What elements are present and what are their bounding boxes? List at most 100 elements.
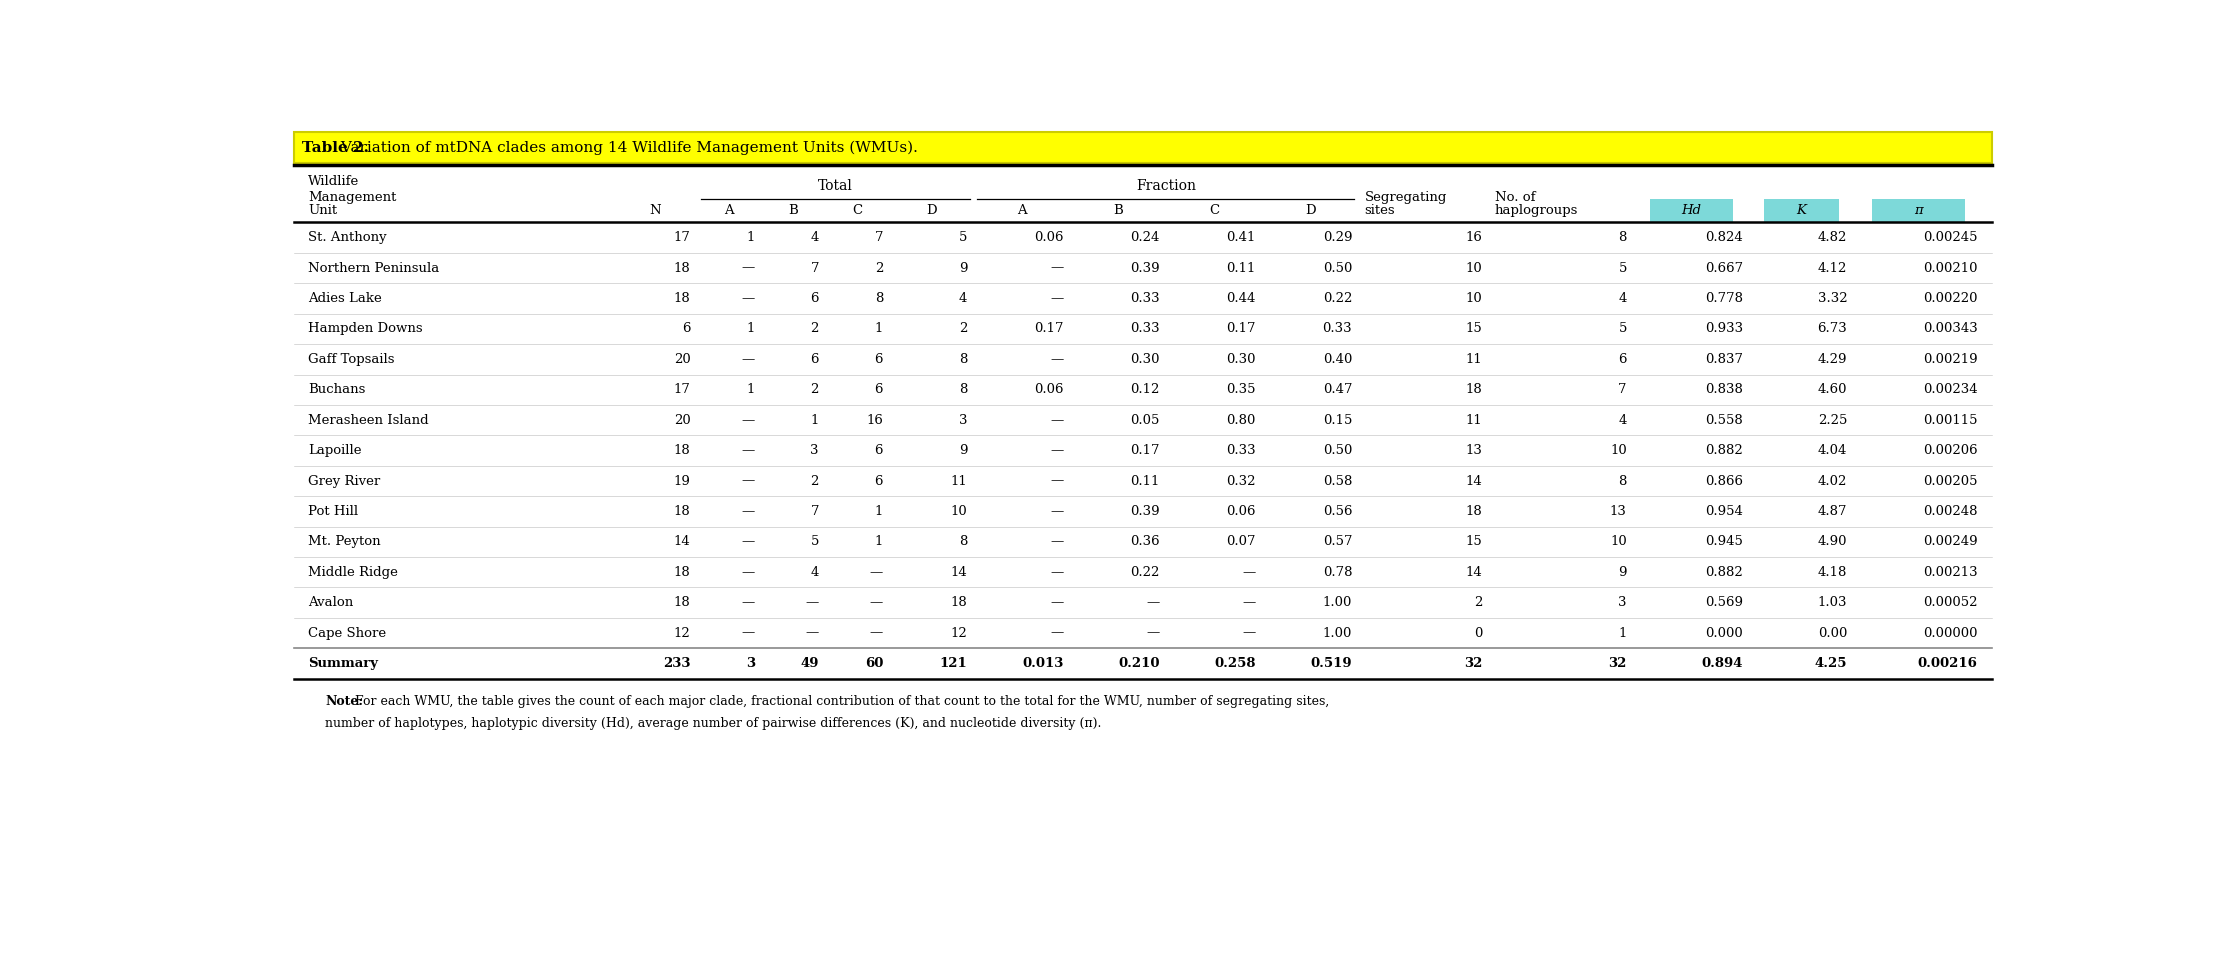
Text: 3.32: 3.32 [1817,292,1846,305]
Text: 2: 2 [874,261,883,275]
Text: —: — [1050,627,1064,640]
Text: 0.838: 0.838 [1706,383,1744,396]
Text: —: — [743,535,754,548]
Text: Unit: Unit [308,205,337,217]
Text: —: — [743,444,754,457]
Text: 15: 15 [1465,535,1483,548]
Text: 0.894: 0.894 [1701,657,1744,670]
Text: 5: 5 [809,535,818,548]
Text: 1: 1 [809,413,818,427]
Text: 4: 4 [1619,292,1626,305]
Text: —: — [1242,566,1255,579]
Text: 0.667: 0.667 [1706,261,1744,275]
Text: Lapoille: Lapoille [308,444,361,457]
Text: 11: 11 [1465,353,1483,366]
Text: —: — [1050,505,1064,518]
Text: Merasheen Island: Merasheen Island [308,413,428,427]
Text: A: A [725,205,734,217]
Text: —: — [1050,292,1064,305]
Text: 0.29: 0.29 [1322,231,1351,244]
Text: sites: sites [1365,205,1396,217]
Text: 0.00245: 0.00245 [1922,231,1978,244]
Text: 1.00: 1.00 [1322,627,1351,640]
FancyBboxPatch shape [1764,199,1838,223]
Text: 7: 7 [809,505,818,518]
Text: 11: 11 [950,475,968,488]
Text: 4: 4 [809,231,818,244]
Text: 0.000: 0.000 [1706,627,1744,640]
Text: Table 2.: Table 2. [301,140,368,155]
Text: 0.00052: 0.00052 [1922,596,1978,609]
Text: 8: 8 [959,353,968,366]
Text: 6: 6 [874,383,883,396]
Text: 0.07: 0.07 [1226,535,1255,548]
Text: 0.933: 0.933 [1706,323,1744,335]
Text: 6: 6 [874,353,883,366]
Text: 0.11: 0.11 [1131,475,1160,488]
Text: Cape Shore: Cape Shore [308,627,386,640]
Text: —: — [1242,596,1255,609]
Text: Grey River: Grey River [308,475,381,488]
Text: 0.013: 0.013 [1021,657,1064,670]
Text: 9: 9 [959,261,968,275]
Text: haplogroups: haplogroups [1494,205,1579,217]
Text: 0.30: 0.30 [1131,353,1160,366]
Text: 2: 2 [809,323,818,335]
Text: 13: 13 [1465,444,1483,457]
Text: 0.41: 0.41 [1226,231,1255,244]
Text: 0.50: 0.50 [1322,444,1351,457]
Text: 18: 18 [673,444,691,457]
Text: 3: 3 [959,413,968,427]
Text: 18: 18 [673,596,691,609]
Text: 18: 18 [1465,383,1483,396]
Text: 1: 1 [747,231,754,244]
Text: —: — [743,627,754,640]
Text: 0.33: 0.33 [1131,323,1160,335]
Text: 0.00249: 0.00249 [1922,535,1978,548]
Text: 2: 2 [809,475,818,488]
Text: 0.05: 0.05 [1131,413,1160,427]
Text: 6: 6 [809,292,818,305]
Text: 5: 5 [1619,323,1626,335]
Text: —: — [743,566,754,579]
Text: 16: 16 [1465,231,1483,244]
Text: 16: 16 [865,413,883,427]
Text: 4.90: 4.90 [1817,535,1846,548]
Text: 0.17: 0.17 [1131,444,1160,457]
Text: 18: 18 [950,596,968,609]
Text: D: D [1305,205,1316,217]
Text: 0.06: 0.06 [1035,383,1064,396]
Text: 1: 1 [874,535,883,548]
Text: 10: 10 [1465,261,1483,275]
Text: Fraction: Fraction [1135,179,1195,193]
Text: 0.00220: 0.00220 [1922,292,1978,305]
Text: 0.22: 0.22 [1131,566,1160,579]
Text: 18: 18 [1465,505,1483,518]
Text: —: — [870,596,883,609]
Text: 49: 49 [801,657,818,670]
Text: Summary: Summary [308,657,379,670]
Text: 0.06: 0.06 [1035,231,1064,244]
Text: 1.03: 1.03 [1817,596,1846,609]
Text: Avalon: Avalon [308,596,352,609]
Text: 2: 2 [1474,596,1483,609]
Text: 6: 6 [874,444,883,457]
Text: 2: 2 [809,383,818,396]
Text: Gaff Topsails: Gaff Topsails [308,353,395,366]
Text: 1.00: 1.00 [1322,596,1351,609]
Text: Total: Total [818,179,852,193]
Text: 0.15: 0.15 [1322,413,1351,427]
Text: 6: 6 [1619,353,1626,366]
Text: Adies Lake: Adies Lake [308,292,381,305]
Text: 0.945: 0.945 [1706,535,1744,548]
Text: 0.258: 0.258 [1215,657,1255,670]
Text: 0.33: 0.33 [1322,323,1351,335]
Text: 4: 4 [1619,413,1626,427]
Text: 32: 32 [1465,657,1483,670]
Text: K: K [1797,205,1806,217]
Text: 8: 8 [959,383,968,396]
Text: 7: 7 [874,231,883,244]
Text: 8: 8 [874,292,883,305]
Text: number of haplotypes, haplotypic diversity (Hd), average number of pairwise diff: number of haplotypes, haplotypic diversi… [326,717,1102,730]
Text: —: — [1050,566,1064,579]
